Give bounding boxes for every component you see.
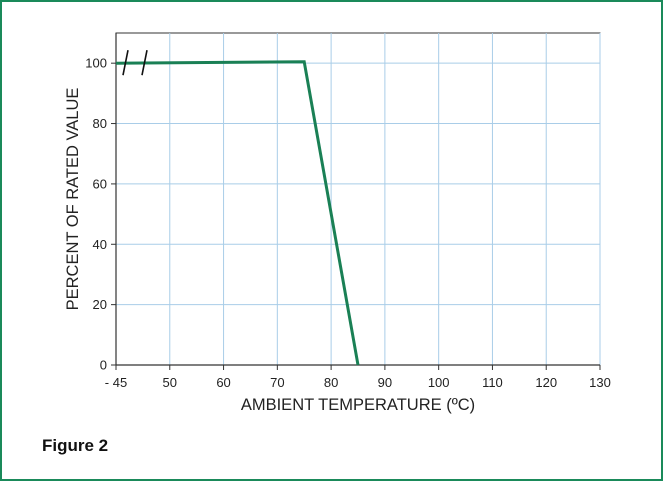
y-tick-label: 0 [100, 358, 107, 373]
derating-chart: - 45 50 60 70 80 90 100 110 120 130 0 20 40 60 80 100 AM… [64, 32, 611, 414]
y-tick-label: 100 [85, 56, 107, 71]
axis-break-mark [122, 50, 129, 76]
x-tick-label: 100 [428, 375, 450, 390]
x-tick-label: 90 [378, 375, 392, 390]
y-tick-label: 40 [93, 237, 107, 252]
figure-caption: Figure 2 [42, 436, 109, 455]
y-tick-label: 20 [93, 297, 107, 312]
x-tick-label: 50 [163, 375, 177, 390]
plot-area [115, 32, 601, 366]
y-tick-label: 60 [93, 176, 107, 191]
x-tick-label: 60 [216, 375, 230, 390]
x-tick-label: 130 [589, 375, 611, 390]
x-axis-label: AMBIENT TEMPERATURE (ºC) [241, 396, 475, 414]
x-tick-label: 80 [324, 375, 338, 390]
x-tick-label: 70 [270, 375, 284, 390]
y-axis-label: PERCENT OF RATED VALUE [64, 88, 82, 311]
x-tick-label: - 45 [105, 375, 127, 390]
axis-break-mark [141, 50, 148, 76]
x-tick-label: 110 [482, 375, 503, 390]
y-tick-label: 80 [93, 116, 107, 131]
series-line [115, 60, 360, 366]
x-tick-label: 120 [535, 375, 557, 390]
